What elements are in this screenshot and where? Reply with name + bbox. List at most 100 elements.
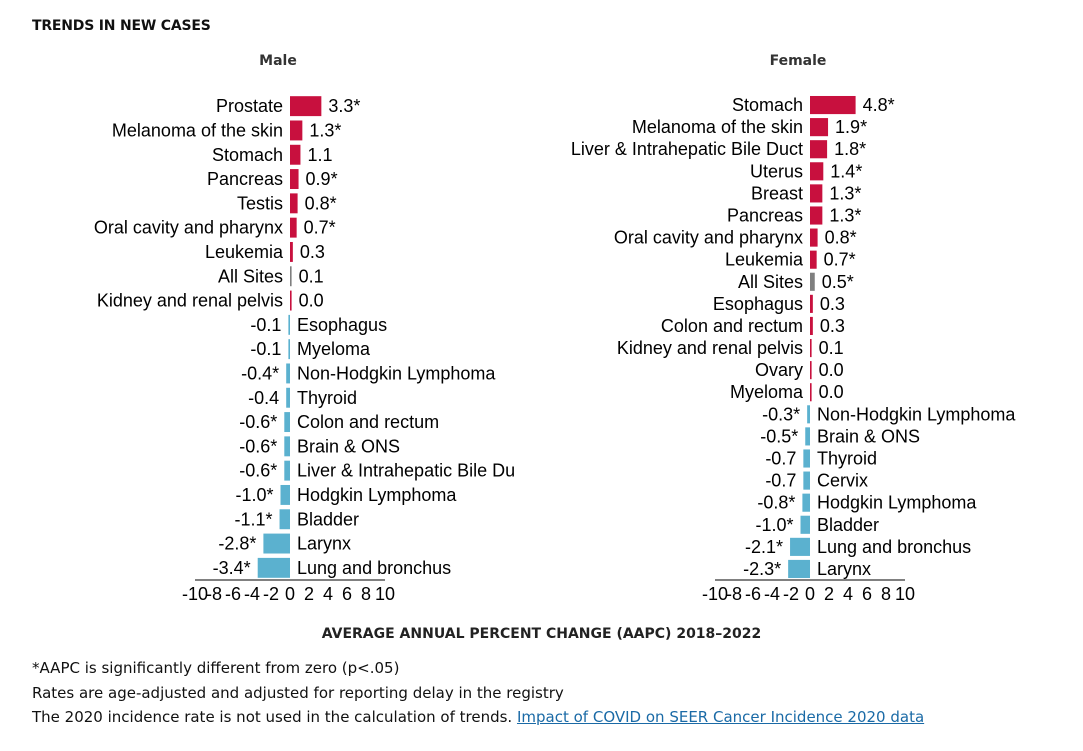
male-category-label: Brain & ONS [297,436,400,456]
female-bar [810,95,856,115]
male-value-label: 0.1 [299,266,324,286]
female-bar [803,449,810,468]
male-bar [290,120,303,141]
female-bar [790,537,810,556]
male-value-label: 0.8* [305,193,337,213]
male-category-label: Bladder [297,509,359,529]
male-category-label: Melanoma of the skin [112,120,283,140]
female-category-label: Brain & ONS [817,426,920,446]
male-value-label: -2.8* [218,534,256,554]
female-value-label: 0.1 [819,338,844,358]
male-bar [290,96,322,117]
male-bar [280,484,290,505]
male-bar [284,412,290,433]
female-bar [810,228,818,247]
female-bar [810,162,824,181]
female-bar [788,559,810,579]
male-bar [290,169,299,190]
male-category-label: Kidney and renal pelvis [97,291,283,311]
male-category-label: Lung and bronchus [297,558,451,578]
male-value-label: -0.1 [250,339,281,359]
female-bar [810,316,813,336]
male-category-label: Myeloma [297,339,371,359]
male-x-tick-label: -6 [225,584,241,604]
male-x-tick-label: 0 [285,584,295,604]
female-value-label: -0.8* [757,493,795,513]
male-bar [284,460,290,481]
female-value-label: 1.3* [829,183,861,203]
male-bar [279,509,290,530]
female-category-label: Hodgkin Lymphoma [817,493,977,513]
female-bar [810,272,815,291]
female-bar [800,515,810,534]
female-x-tick-label: -2 [783,584,799,604]
female-x-tick-label: 6 [862,584,872,604]
female-x-tick-label: -4 [764,584,780,604]
female-bar [810,250,817,269]
male-category-label: Esophagus [297,315,387,335]
male-x-tick-label: -8 [206,584,222,604]
female-value-label: -2.1* [745,537,783,557]
male-x-tick-label: 2 [304,584,314,604]
female-value-label: 0.3 [820,316,845,336]
female-category-label: All Sites [738,272,803,292]
male-value-label: -0.6* [239,461,277,481]
male-value-label: -1.0* [235,485,273,505]
female-value-label: -0.5* [760,426,798,446]
female-value-label: 0.3 [820,294,845,314]
female-category-label: Lung and bronchus [817,537,971,557]
female-category-label: Kidney and renal pelvis [617,338,803,358]
female-category-label: Non-Hodgkin Lymphoma [817,404,1016,424]
male-value-label: -0.6* [239,412,277,432]
male-bar [257,557,290,578]
female-category-label: Melanoma of the skin [632,117,803,137]
note-2020-text: The 2020 incidence rate is not used in t… [32,708,513,726]
male-bar [290,217,297,238]
male-category-label: Prostate [216,96,283,116]
male-value-label: 0.3 [300,242,325,262]
male-x-tick-label: -10 [182,584,208,604]
male-bar [288,314,290,335]
male-x-tick-label: 6 [342,584,352,604]
male-value-label: -1.1* [235,509,273,529]
female-value-label: -2.3* [743,559,781,579]
female-value-label: -0.3* [762,404,800,424]
male-category-label: Testis [237,193,283,213]
male-bar [290,266,292,287]
female-value-label: 4.8* [863,95,895,115]
covid-impact-link[interactable]: Impact of COVID on SEER Cancer Incidence… [516,708,925,726]
male-value-label: -0.6* [239,436,277,456]
female-x-tick-label: -6 [745,584,761,604]
male-value-label: 1.1 [307,145,332,165]
male-category-label: Liver & Intrahepatic Bile Du [297,461,515,481]
female-value-label: 1.4* [830,161,862,181]
female-bar [805,427,810,446]
female-bar [810,118,829,137]
female-x-tick-label: -8 [726,584,742,604]
female-category-label: Esophagus [713,294,803,314]
male-value-label: -3.4* [213,558,251,578]
male-x-tick-label: 8 [361,584,371,604]
x-axis-title: AVERAGE ANNUAL PERCENT CHANGE (AAPC) 201… [321,626,762,642]
male-bar [286,363,290,384]
male-value-label: -0.1 [250,315,281,335]
female-value-label: 1.3* [829,206,861,226]
male-x-tick-label: 10 [375,584,395,604]
female-bar [803,471,810,490]
male-category-label: Thyroid [297,388,357,408]
female-value-label: -0.7 [765,449,796,469]
male-category-label: Pancreas [207,169,283,189]
female-bar [810,206,823,225]
male-x-tick-label: -4 [244,584,260,604]
male-category-label: All Sites [218,266,283,286]
female-category-label: Cervix [817,471,868,491]
male-bar [263,533,290,554]
male-value-label: -0.4 [248,388,279,408]
male-value-label: 0.9* [306,169,338,189]
male-value-label: 3.3* [328,96,360,116]
note-rates: Rates are age-adjusted and adjusted for … [32,684,564,702]
female-x-tick-label: 8 [881,584,891,604]
female-x-tick-label: -10 [702,584,728,604]
female-value-label: 0.0 [819,360,844,380]
female-bar [810,140,828,159]
